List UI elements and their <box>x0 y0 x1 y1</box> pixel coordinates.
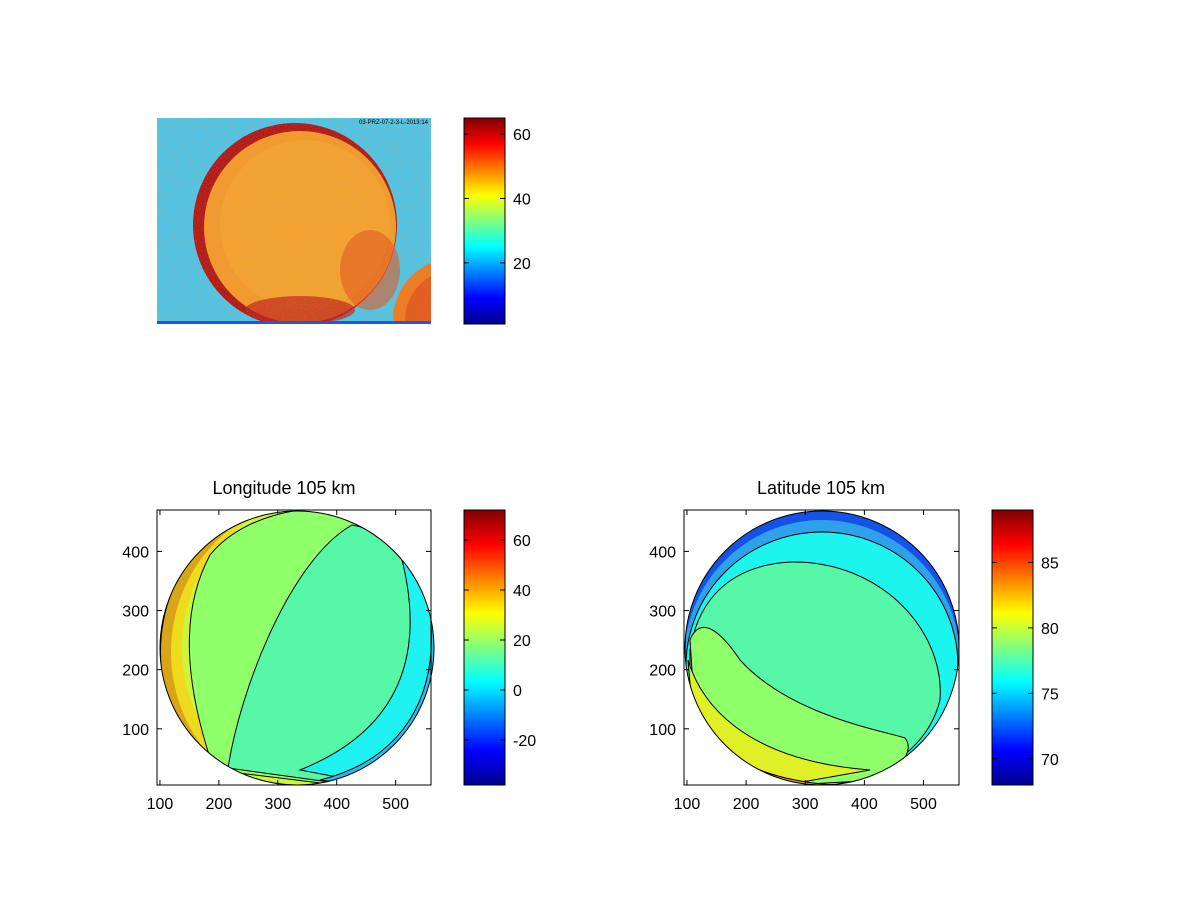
colorbar-1-ticks: 20 40 60 <box>464 127 531 273</box>
longitude-title: Longitude 105 km <box>212 478 355 498</box>
x-tick-label: 300 <box>792 796 819 813</box>
y-tick-label: 100 <box>649 722 676 739</box>
y-tick-label: 400 <box>122 544 149 561</box>
latitude-contour-map <box>685 511 959 785</box>
x-tick-label: 100 <box>674 796 701 813</box>
latitude-title: Latitude 105 km <box>757 478 885 498</box>
raw-image <box>157 118 431 324</box>
y-tick-label: 100 <box>122 722 149 739</box>
y-tick-label: 200 <box>122 663 149 680</box>
y-tick-label: 300 <box>122 604 149 621</box>
x-tick-label: 300 <box>264 796 291 813</box>
x-tick-label: 200 <box>733 796 760 813</box>
colorbar-tick-label: 60 <box>513 127 531 144</box>
colorbar-tick-label: 20 <box>513 256 531 273</box>
colorbar-2 <box>463 509 506 786</box>
y-tick-label: 400 <box>649 544 676 561</box>
longitude-contour-map <box>160 511 434 785</box>
colorbar-tick-label: 85 <box>1041 555 1059 572</box>
y-tick-label: 300 <box>649 604 676 621</box>
latitude-axis-ticks: 100 200 300 400 500 100 200 300 400 <box>649 510 959 813</box>
colorbar-tick-label: 20 <box>513 633 531 650</box>
raw-image-panel: 03-PRZ-07-2-3-L-2013:14 20 40 60 <box>157 117 531 325</box>
x-tick-label: 400 <box>851 796 878 813</box>
colorbar-tick-label: 70 <box>1041 752 1059 769</box>
y-tick-label: 200 <box>649 663 676 680</box>
colorbar-2-ticks: -20 0 20 40 60 <box>464 533 536 750</box>
colorbar-3 <box>991 509 1034 786</box>
x-tick-label: 100 <box>147 796 174 813</box>
x-tick-label: 500 <box>910 796 937 813</box>
x-tick-label: 200 <box>206 796 233 813</box>
colorbar-tick-label: 60 <box>513 533 531 550</box>
x-tick-label: 400 <box>323 796 350 813</box>
colorbar-3-ticks: 70 75 80 85 <box>992 555 1059 769</box>
colorbar-tick-label: 40 <box>513 583 531 600</box>
longitude-axis-ticks: 100 200 300 400 500 100 200 300 400 <box>122 510 431 813</box>
colorbar-tick-label: -20 <box>513 733 536 750</box>
colorbar-tick-label: 0 <box>513 683 522 700</box>
latitude-panel: Latitude 105 km 100 200 300 400 500 100 200 300… <box>649 478 1059 813</box>
colorbar-tick-label: 75 <box>1041 686 1059 703</box>
colorbar-tick-label: 80 <box>1041 621 1059 638</box>
longitude-panel: Longitude 105 km 100 200 300 400 50010020030… <box>122 478 536 813</box>
longitude-axes-frame <box>156 509 432 786</box>
colorbar-tick-label: 40 <box>513 191 531 208</box>
colorbar-1 <box>463 117 506 325</box>
latitude-axes-frame <box>683 509 960 786</box>
x-tick-label: 500 <box>382 796 409 813</box>
raw-image-overlay-text: 03-PRZ-07-2-3-L-2013:14 <box>359 120 429 126</box>
